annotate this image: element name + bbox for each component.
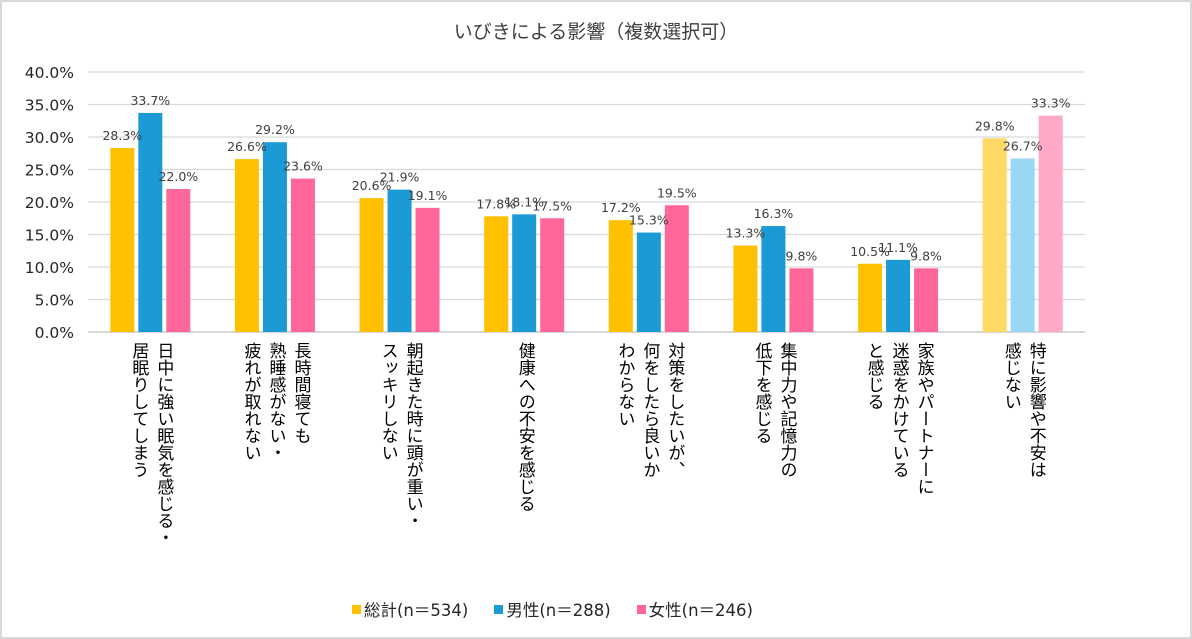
x-category-line: 特に影響や不安は bbox=[1025, 342, 1046, 478]
bar-female-2 bbox=[290, 178, 315, 332]
data-label-total-7: 10.5% bbox=[850, 244, 890, 259]
data-label-female-5: 19.5% bbox=[657, 185, 697, 200]
data-label-female-3: 19.1% bbox=[408, 188, 448, 203]
data-label-male-1: 33.7% bbox=[130, 93, 170, 108]
bar-male-3 bbox=[387, 189, 412, 332]
x-category-line: スッキリしない bbox=[377, 342, 398, 461]
bars bbox=[110, 112, 1063, 332]
data-labels: 28.3% 33.7% 22.0% 26.6% 29.2% 23.6% 20.6%21.9%… bbox=[102, 93, 1070, 263]
data-label-male-5: 15.3% bbox=[629, 213, 669, 228]
x-category-line: 感じない bbox=[1000, 342, 1021, 410]
data-label-female-1: 22.0% bbox=[158, 169, 198, 184]
data-label-male-6: 16.3% bbox=[754, 206, 794, 221]
y-tick-label: 10.0% bbox=[25, 259, 74, 277]
data-label-total-4: 17.8% bbox=[476, 196, 516, 211]
data-label-total-5: 17.2% bbox=[601, 200, 641, 215]
x-category-label: 日中に強い眠気を感じる・ 居眠りしてしまう bbox=[125, 342, 175, 546]
bar-male-5 bbox=[636, 232, 661, 332]
bar-male-7 bbox=[886, 259, 911, 332]
x-category-line: 何をしたら良いか bbox=[639, 342, 660, 478]
x-category-line: 朝起きた時に頭が重い・ bbox=[402, 342, 423, 529]
x-category-line: 集中力や記憶力の bbox=[776, 342, 797, 478]
y-tick-label: 0.0% bbox=[35, 324, 74, 342]
x-category-line: 迷惑をかけている bbox=[888, 342, 909, 478]
x-category-line: 居眠りしてしまう bbox=[128, 342, 149, 478]
bar-female-7 bbox=[914, 268, 939, 332]
x-category-label: 対策をしたいが、 何をしたら良いか わからない bbox=[611, 342, 686, 478]
legend-label-male: 男性(n＝288) bbox=[506, 601, 611, 620]
y-tick-label: 20.0% bbox=[25, 194, 74, 212]
x-category-line: 対策をしたいが、 bbox=[664, 342, 685, 478]
bar-male-8 bbox=[1010, 158, 1035, 332]
data-label-male-4: 18.1% bbox=[504, 194, 544, 209]
y-tick-label: 35.0% bbox=[25, 97, 74, 115]
x-category-label: 健康への不安を感じる bbox=[512, 342, 537, 512]
legend-label-female: 女性(n＝246) bbox=[648, 601, 753, 620]
legend-item-male: 男性(n＝288) bbox=[494, 597, 611, 621]
legend-swatch-total bbox=[352, 604, 361, 614]
x-category-line: 日中に強い眠気を感じる・ bbox=[153, 342, 174, 546]
bar-female-4 bbox=[540, 218, 565, 332]
bar-total-4 bbox=[484, 216, 509, 332]
x-category-line: 長時間寝ても bbox=[290, 342, 311, 444]
y-tick-label: 5.0% bbox=[35, 292, 74, 310]
data-label-total-6: 13.3% bbox=[726, 226, 766, 241]
data-label-male-3: 21.9% bbox=[380, 170, 420, 185]
bar-total-3 bbox=[359, 198, 384, 332]
legend-swatch-male bbox=[494, 604, 504, 614]
legend: 総計(n＝534) 男性(n＝288) 女性(n＝246) bbox=[352, 597, 753, 621]
bar-female-1 bbox=[166, 189, 191, 332]
bar-total-2 bbox=[234, 159, 259, 332]
bar-male-6 bbox=[761, 226, 786, 332]
bar-male-4 bbox=[512, 214, 537, 332]
bar-total-7 bbox=[858, 263, 883, 332]
data-label-total-2: 26.6% bbox=[227, 139, 267, 154]
x-category-label: 集中力や記憶力の 低下を感じる bbox=[748, 342, 798, 478]
bar-male-2 bbox=[262, 142, 287, 332]
x-category-label: 特に影響や不安は 感じない bbox=[998, 342, 1048, 478]
x-category-line: 家族やパートナーに bbox=[913, 342, 934, 495]
x-category-line: 疲れが取れない bbox=[240, 342, 261, 461]
bar-female-3 bbox=[415, 207, 440, 332]
legend-item-total: 総計(n＝534) bbox=[352, 597, 468, 621]
data-label-female-6: 9.8% bbox=[786, 248, 818, 263]
data-label-female-4: 17.5% bbox=[532, 198, 572, 213]
data-label-male-7: 11.1% bbox=[878, 240, 918, 255]
x-category-line: 熟睡感がない・ bbox=[265, 342, 286, 461]
y-tick-label: 30.0% bbox=[25, 129, 74, 147]
bar-female-5 bbox=[664, 205, 689, 332]
data-label-female-7: 9.8% bbox=[910, 248, 942, 263]
x-category-line: と感じる bbox=[863, 342, 884, 410]
x-category-label: 家族やパートナーに 迷惑をかけている と感じる bbox=[861, 342, 936, 495]
data-label-female-2: 23.6% bbox=[283, 159, 323, 174]
bar-female-6 bbox=[789, 268, 814, 332]
data-label-male-2: 29.2% bbox=[255, 122, 295, 137]
bar-total-6 bbox=[733, 245, 758, 332]
data-label-female-8: 33.3% bbox=[1031, 96, 1071, 111]
legend-swatch-female bbox=[636, 604, 646, 614]
bar-total-8 bbox=[982, 138, 1007, 332]
bar-female-8 bbox=[1038, 115, 1063, 332]
x-category-line: 健康への不安を感じる bbox=[514, 342, 535, 512]
y-tick-label: 15.0% bbox=[25, 227, 74, 245]
data-label-total-1: 28.3% bbox=[102, 128, 142, 143]
data-label-total-8: 29.8% bbox=[975, 118, 1015, 133]
y-axis-ticks: 0.0% 5.0% 10.0% 15.0% 20.0% 25.0% 30.0% 35.0% 40… bbox=[25, 64, 74, 342]
bar-total-1 bbox=[110, 148, 135, 332]
x-category-label: 長時間寝ても 熟睡感がない・ 疲れが取れない bbox=[237, 342, 312, 461]
y-tick-label: 25.0% bbox=[25, 162, 74, 180]
y-tick-label: 40.0% bbox=[25, 64, 74, 82]
data-label-male-8: 26.7% bbox=[1003, 138, 1043, 153]
chart-title: いびきによる影響（複数選択可） bbox=[454, 21, 738, 43]
legend-item-female: 女性(n＝246) bbox=[636, 597, 753, 621]
data-label-total-3: 20.6% bbox=[352, 178, 392, 193]
x-category-line: 低下を感じる bbox=[751, 342, 772, 444]
x-category-label: 朝起きた時に頭が重い・ スッキリしない bbox=[375, 342, 425, 529]
x-category-line: わからない bbox=[614, 342, 635, 427]
bar-total-5 bbox=[608, 220, 633, 332]
legend-label-total: 総計(n＝534) bbox=[364, 601, 469, 620]
bar-male-1 bbox=[138, 112, 163, 332]
